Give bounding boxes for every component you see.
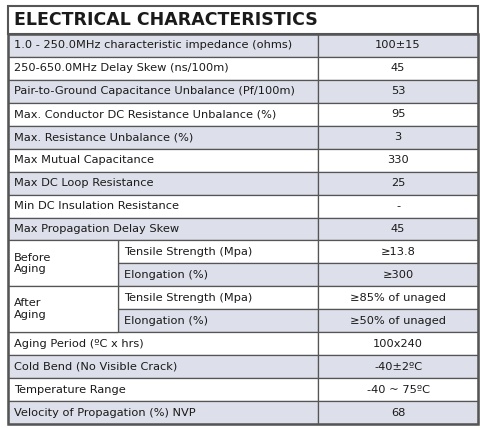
Text: ELECTRICAL CHARACTERISTICS: ELECTRICAL CHARACTERISTICS	[14, 11, 318, 29]
Text: Tensile Strength (Mpa): Tensile Strength (Mpa)	[124, 293, 252, 303]
Bar	[8, 401, 318, 424]
Bar	[318, 332, 478, 355]
Text: Tensile Strength (Mpa): Tensile Strength (Mpa)	[124, 247, 252, 257]
Text: Min DC Insulation Resistance: Min DC Insulation Resistance	[14, 201, 179, 211]
Text: ≥300: ≥300	[382, 270, 414, 280]
Bar	[8, 149, 318, 172]
Text: Cold Bend (No Visible Crack): Cold Bend (No Visible Crack)	[14, 362, 177, 372]
Text: 100±15: 100±15	[375, 41, 421, 51]
Text: Aging Period (ºC x hrs): Aging Period (ºC x hrs)	[14, 339, 144, 349]
Bar	[318, 80, 478, 103]
Text: Elongation (%): Elongation (%)	[124, 316, 208, 326]
Text: Temperature Range: Temperature Range	[14, 385, 126, 395]
Bar	[318, 378, 478, 401]
Text: 1.0 - 250.0MHz characteristic impedance (ohms): 1.0 - 250.0MHz characteristic impedance …	[14, 41, 292, 51]
Text: Max. Resistance Unbalance (%): Max. Resistance Unbalance (%)	[14, 132, 193, 142]
Text: 100x240: 100x240	[373, 339, 423, 349]
Bar	[118, 286, 318, 309]
Bar	[8, 195, 318, 217]
Text: Max DC Loop Resistance: Max DC Loop Resistance	[14, 178, 154, 188]
Text: -40±2ºC: -40±2ºC	[374, 362, 422, 372]
Text: 53: 53	[391, 86, 405, 96]
Bar	[318, 263, 478, 286]
Bar	[8, 217, 318, 241]
Bar	[318, 195, 478, 217]
Text: 250-650.0MHz Delay Skew (ns/100m): 250-650.0MHz Delay Skew (ns/100m)	[14, 63, 228, 74]
Bar	[8, 286, 118, 332]
Text: Before
Aging: Before Aging	[14, 253, 52, 274]
Text: ≥85% of unaged: ≥85% of unaged	[350, 293, 446, 303]
Bar	[8, 34, 318, 57]
Text: Max Propagation Delay Skew: Max Propagation Delay Skew	[14, 224, 179, 234]
Text: 68: 68	[391, 407, 405, 418]
Bar	[8, 378, 318, 401]
Bar	[318, 103, 478, 126]
Bar	[318, 309, 478, 332]
Text: Pair-to-Ground Capacitance Unbalance (Pf/100m): Pair-to-Ground Capacitance Unbalance (Pf…	[14, 86, 295, 96]
Bar	[8, 57, 318, 80]
Bar	[8, 80, 318, 103]
Bar	[118, 309, 318, 332]
Text: ≥50% of unaged: ≥50% of unaged	[350, 316, 446, 326]
Bar	[8, 6, 478, 34]
Text: Max Mutual Capacitance: Max Mutual Capacitance	[14, 155, 154, 165]
Bar	[318, 149, 478, 172]
Bar	[8, 355, 318, 378]
Text: 45: 45	[391, 63, 405, 74]
Bar	[118, 241, 318, 263]
Text: 95: 95	[391, 109, 405, 119]
Text: 330: 330	[387, 155, 409, 165]
Text: 3: 3	[394, 132, 401, 142]
Text: -: -	[396, 201, 400, 211]
Text: 45: 45	[391, 224, 405, 234]
Bar	[318, 34, 478, 57]
Bar	[318, 355, 478, 378]
Text: Elongation (%): Elongation (%)	[124, 270, 208, 280]
Text: Velocity of Propagation (%) NVP: Velocity of Propagation (%) NVP	[14, 407, 196, 418]
Text: -40 ~ 75ºC: -40 ~ 75ºC	[366, 385, 430, 395]
Bar	[8, 126, 318, 149]
Text: 25: 25	[391, 178, 405, 188]
Text: After
Aging: After Aging	[14, 298, 47, 320]
Bar	[8, 172, 318, 195]
Bar	[318, 401, 478, 424]
Bar	[8, 103, 318, 126]
Bar	[318, 286, 478, 309]
Bar	[118, 263, 318, 286]
Bar	[318, 217, 478, 241]
Text: Max. Conductor DC Resistance Unbalance (%): Max. Conductor DC Resistance Unbalance (…	[14, 109, 276, 119]
Bar	[318, 57, 478, 80]
Text: ≥13.8: ≥13.8	[381, 247, 416, 257]
Bar	[318, 241, 478, 263]
Bar	[8, 241, 118, 286]
Bar	[318, 126, 478, 149]
Bar	[318, 172, 478, 195]
Bar	[8, 332, 318, 355]
